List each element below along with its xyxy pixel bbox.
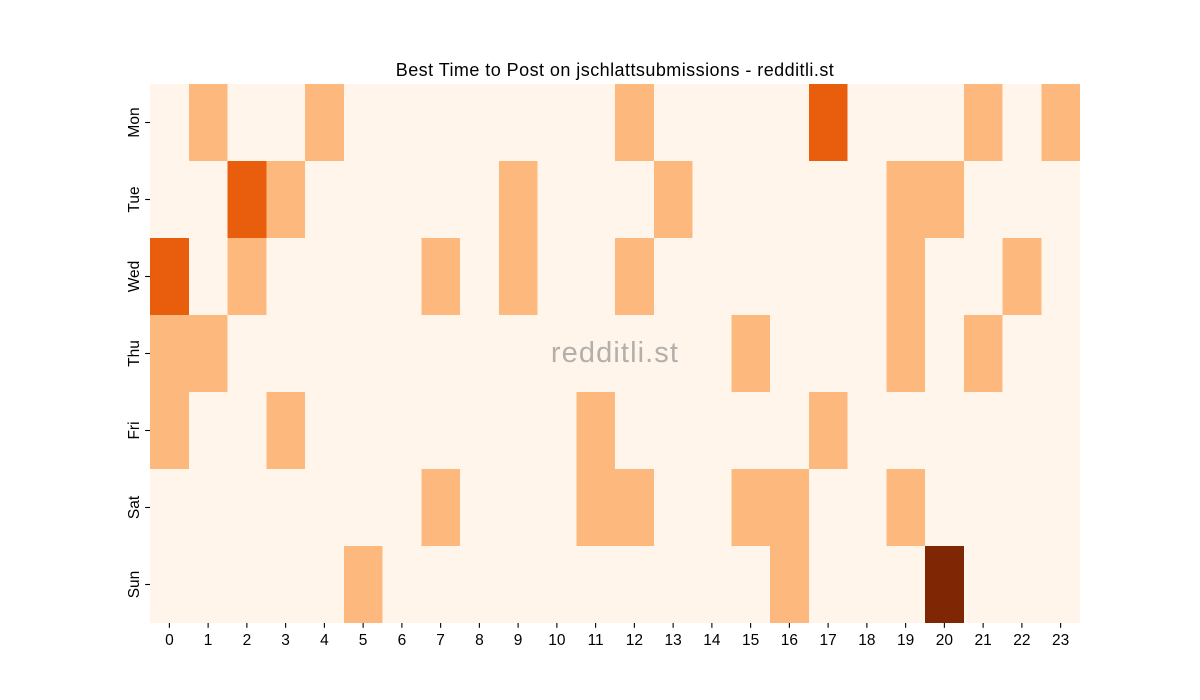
svg-text:16: 16 xyxy=(781,632,798,649)
svg-text:10: 10 xyxy=(548,632,566,649)
svg-text:redditli.st: redditli.st xyxy=(551,337,679,369)
svg-text:12: 12 xyxy=(626,632,643,649)
svg-text:5: 5 xyxy=(359,632,368,649)
svg-text:3: 3 xyxy=(281,632,290,649)
svg-text:Best Time to Post on jschlatts: Best Time to Post on jschlattsubmissions… xyxy=(396,60,834,80)
svg-text:2: 2 xyxy=(243,632,252,649)
svg-text:11: 11 xyxy=(588,632,604,649)
svg-text:22: 22 xyxy=(1013,632,1030,649)
svg-text:1: 1 xyxy=(204,632,213,649)
svg-text:13: 13 xyxy=(664,632,681,649)
svg-text:0: 0 xyxy=(165,632,174,649)
svg-text:7: 7 xyxy=(436,632,445,649)
svg-text:Wed: Wed xyxy=(126,261,143,293)
svg-text:Mon: Mon xyxy=(126,107,143,137)
svg-text:17: 17 xyxy=(819,632,836,649)
svg-text:4: 4 xyxy=(320,632,329,649)
svg-text:19: 19 xyxy=(897,632,914,649)
svg-text:9: 9 xyxy=(514,632,523,649)
svg-text:18: 18 xyxy=(858,632,875,649)
svg-text:15: 15 xyxy=(742,632,759,649)
svg-text:14: 14 xyxy=(703,632,721,649)
svg-text:8: 8 xyxy=(475,632,484,649)
svg-text:21: 21 xyxy=(974,632,991,649)
svg-text:Sun: Sun xyxy=(126,571,143,599)
svg-text:Sat: Sat xyxy=(126,495,143,519)
svg-text:6: 6 xyxy=(398,632,407,649)
svg-text:Fri: Fri xyxy=(126,421,143,439)
svg-text:Thu: Thu xyxy=(126,340,143,367)
svg-text:23: 23 xyxy=(1052,632,1069,649)
svg-text:Tue: Tue xyxy=(126,186,143,212)
svg-text:20: 20 xyxy=(936,632,954,649)
